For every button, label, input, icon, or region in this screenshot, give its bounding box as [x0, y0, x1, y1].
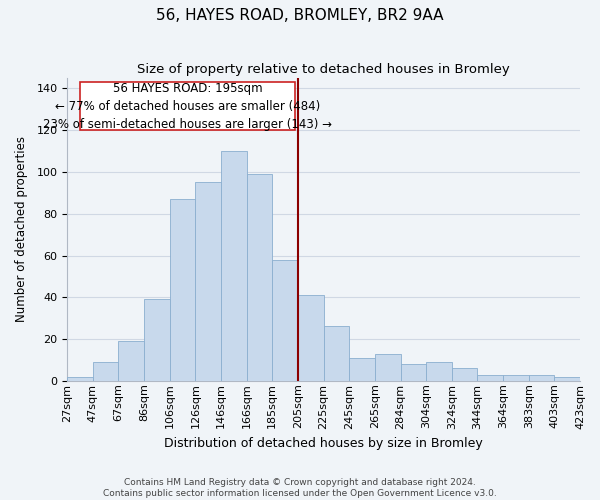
Bar — [478, 374, 503, 381]
Title: Size of property relative to detached houses in Bromley: Size of property relative to detached ho… — [137, 62, 510, 76]
X-axis label: Distribution of detached houses by size in Bromley: Distribution of detached houses by size … — [164, 437, 483, 450]
Bar — [554, 376, 580, 381]
Text: Contains HM Land Registry data © Crown copyright and database right 2024.
Contai: Contains HM Land Registry data © Crown c… — [103, 478, 497, 498]
Bar — [298, 295, 323, 381]
Bar — [401, 364, 426, 381]
Bar — [349, 358, 375, 381]
Bar — [196, 182, 221, 381]
Bar — [323, 326, 349, 381]
Text: 56 HAYES ROAD: 195sqm
← 77% of detached houses are smaller (484)
23% of semi-det: 56 HAYES ROAD: 195sqm ← 77% of detached … — [43, 82, 332, 130]
Bar — [170, 199, 196, 381]
Y-axis label: Number of detached properties: Number of detached properties — [15, 136, 28, 322]
Bar — [452, 368, 478, 381]
Bar — [221, 151, 247, 381]
Bar — [529, 374, 554, 381]
Bar — [503, 374, 529, 381]
Bar — [67, 376, 93, 381]
Bar — [247, 174, 272, 381]
Bar — [144, 300, 170, 381]
Bar — [272, 260, 298, 381]
Bar — [375, 354, 401, 381]
Bar — [426, 362, 452, 381]
FancyBboxPatch shape — [80, 82, 295, 130]
Bar — [93, 362, 118, 381]
Text: 56, HAYES ROAD, BROMLEY, BR2 9AA: 56, HAYES ROAD, BROMLEY, BR2 9AA — [156, 8, 444, 22]
Bar — [118, 341, 144, 381]
